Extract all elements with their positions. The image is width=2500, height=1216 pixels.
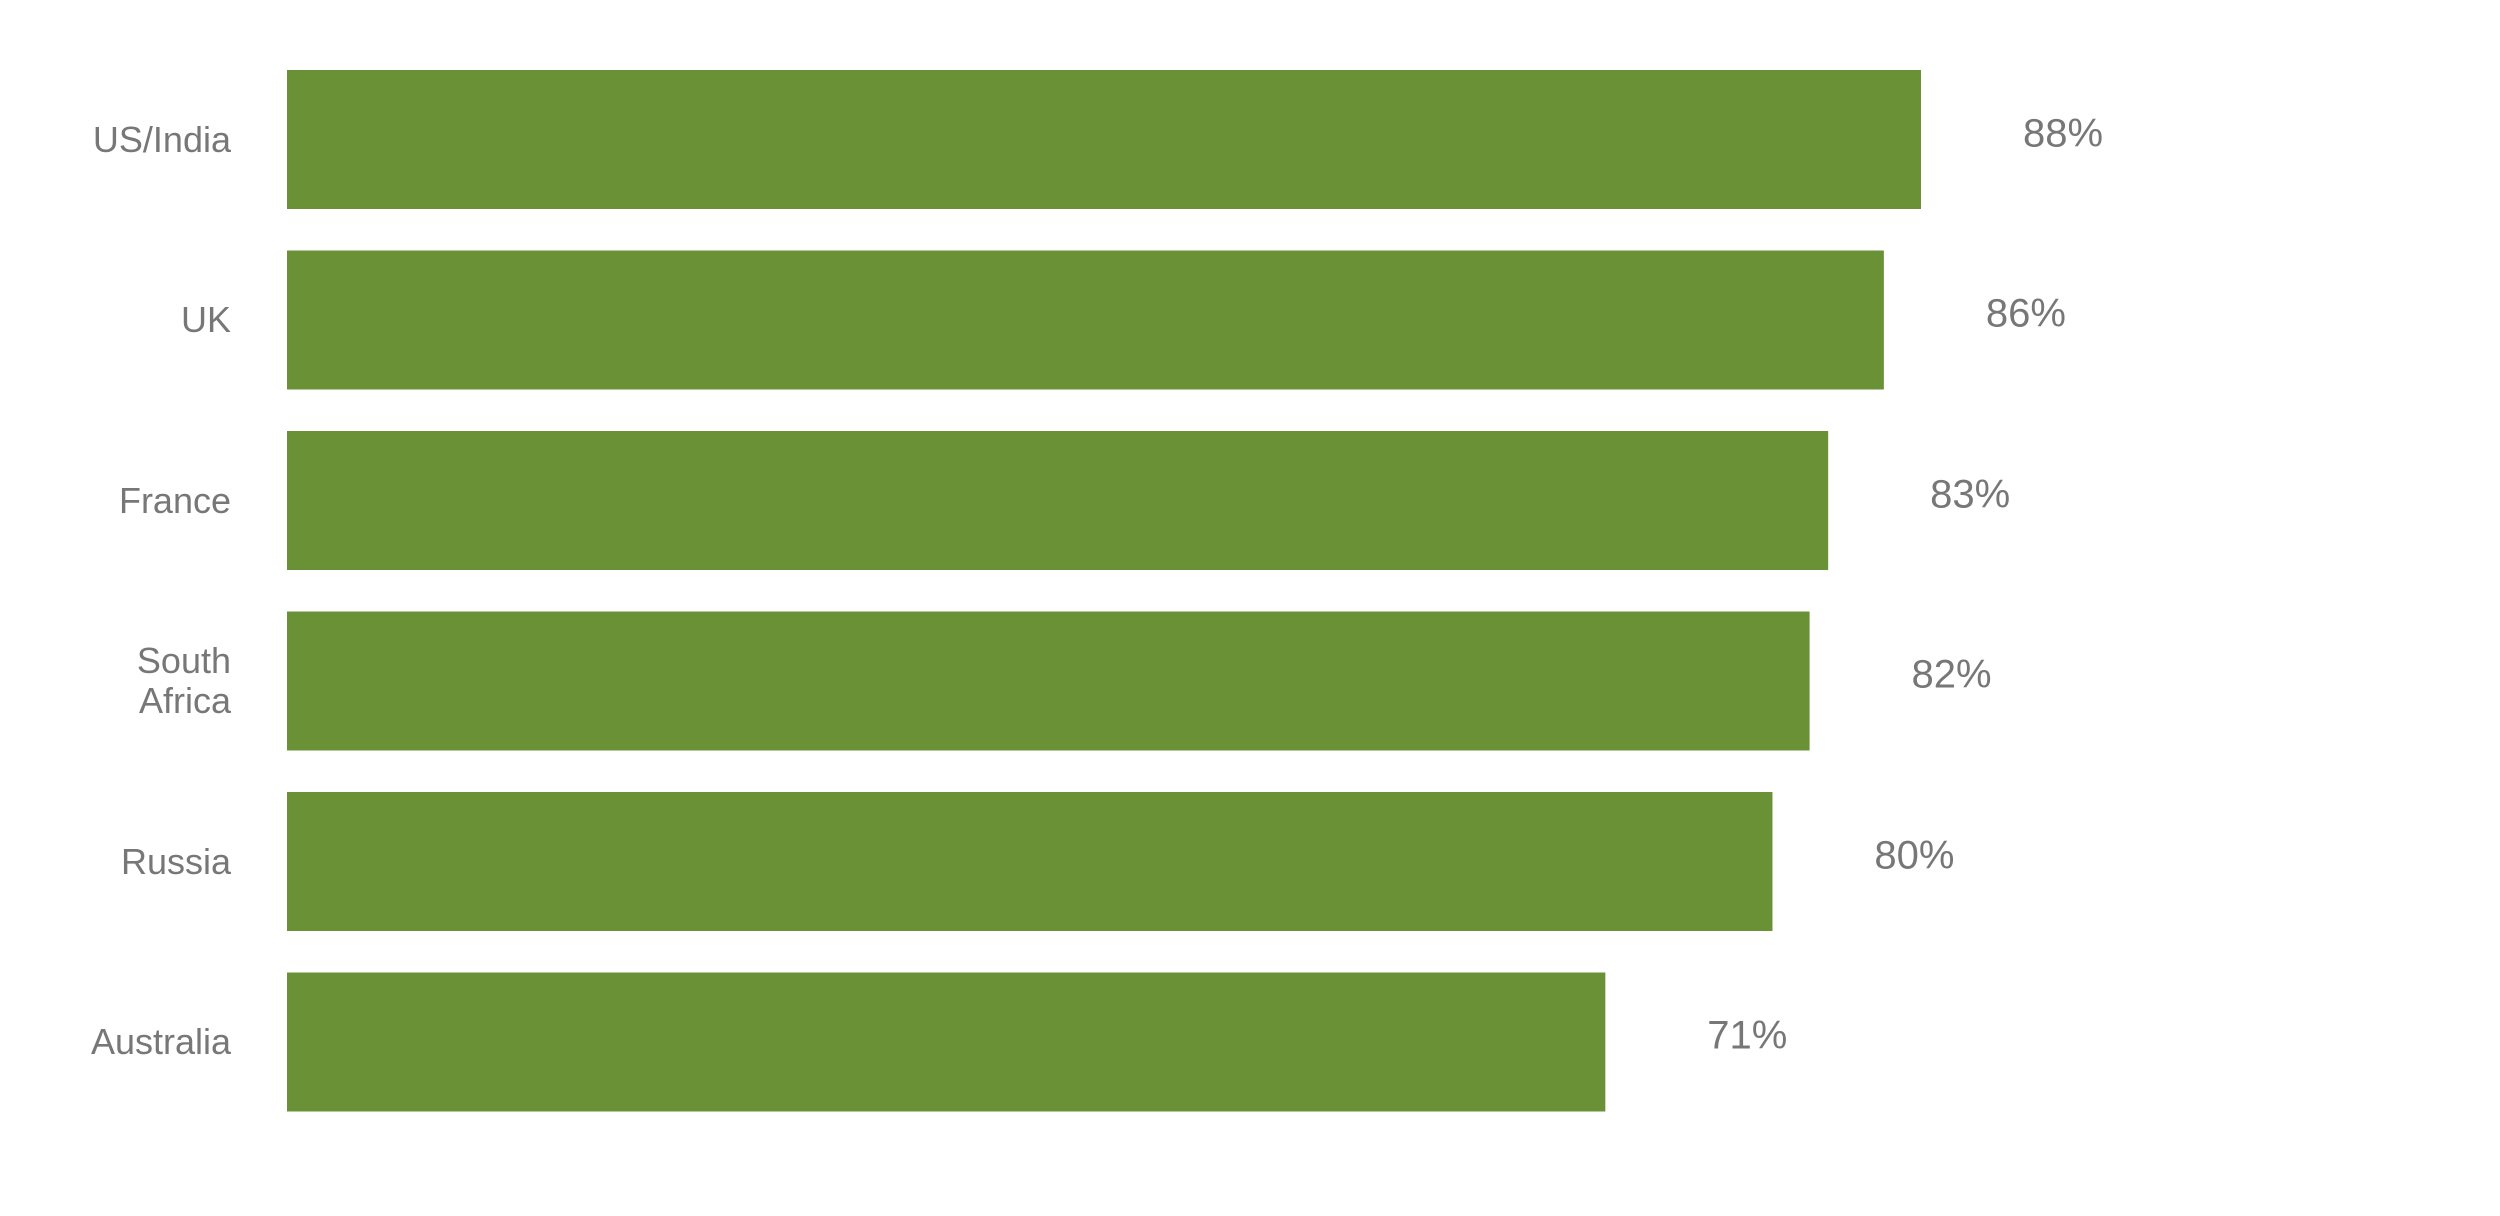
- bar: [287, 250, 1884, 390]
- bar: [287, 972, 1606, 1112]
- category-label: South Africa: [136, 640, 231, 721]
- bar: [287, 792, 1773, 931]
- value-label: 82%: [1911, 652, 1992, 697]
- bar: [287, 431, 1829, 570]
- bar: [287, 611, 1810, 751]
- category-label: France: [118, 479, 231, 521]
- category-label: Russia: [120, 840, 231, 882]
- category-label: US/India: [92, 118, 231, 160]
- category-label: UK: [180, 299, 231, 341]
- value-label: 71%: [1707, 1013, 1788, 1058]
- value-label: 80%: [1874, 833, 1955, 877]
- bar: [287, 70, 1921, 209]
- category-label: Australia: [90, 1021, 231, 1063]
- value-label: 83%: [1930, 472, 2011, 516]
- value-label: 86%: [1985, 291, 2066, 336]
- value-label: 88%: [2022, 111, 2104, 155]
